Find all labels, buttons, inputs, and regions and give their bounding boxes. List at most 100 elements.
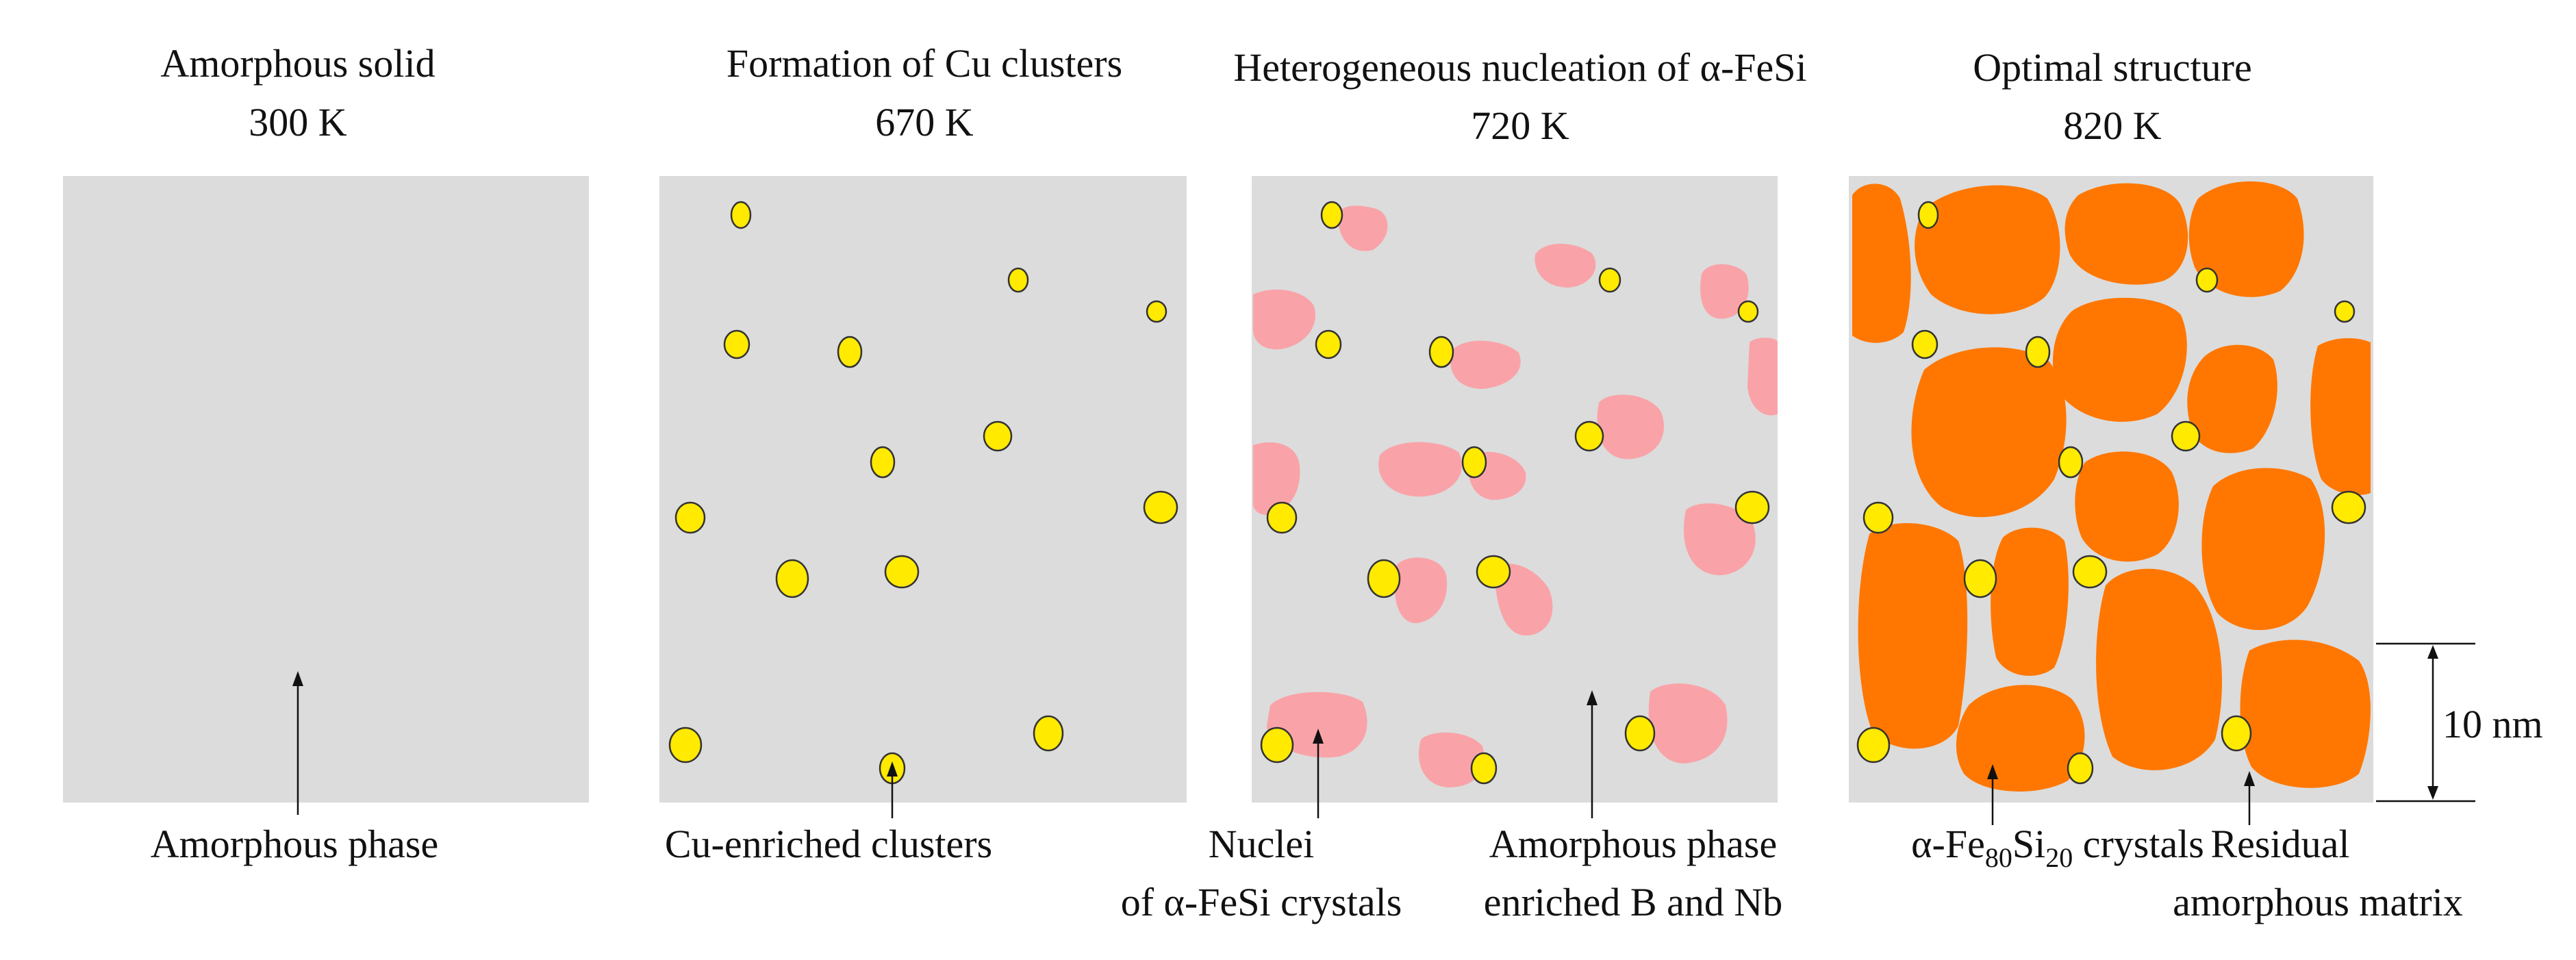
pointer-arrows [292,671,2255,825]
cu-cluster [723,329,750,359]
cu-cluster [1963,559,1997,598]
label-residual-line1: Residual [2211,822,2350,866]
cu-cluster [1624,715,1656,752]
cu-cluster [2067,752,2094,785]
cu-cluster [1367,559,1401,598]
alpha-fesi-crystal [1858,522,1968,749]
stage-2-temperature: 670 K [875,100,974,144]
label-crystals-sub1: 80 [1985,842,2012,873]
cu-cluster [1911,329,1939,359]
label-crystals-prefix: α-Fe [1911,822,1985,866]
cu-cluster [674,501,706,534]
cu-cluster [1033,715,1064,752]
panel-amorphous [63,176,589,803]
cu-cluster [870,446,896,479]
alpha-fesi-crystal [1911,347,2067,518]
panel-optimal-structure-group [1849,176,2373,803]
label-crystals-sub2: 20 [2045,842,2073,873]
stage-3-header: Heterogeneous nucleation of α-FeSi 720 K [1233,45,1806,148]
cu-cluster [1574,420,1604,452]
alpha-fesi-nucleus [1494,564,1553,636]
cu-cluster [2334,300,2356,323]
stage-2-title: Formation of Cu clusters [727,41,1122,86]
cu-cluster [1260,727,1294,763]
alpha-fesi-crystal [1852,184,1911,343]
alpha-fesi-nucleus [1253,289,1316,350]
alpha-fesi-crystal [2240,640,2371,788]
panel-nucleation-group [1252,176,1778,803]
cu-cluster [1461,446,1487,479]
label-alpha-fesi-crystals: α-Fe80Si20 crystals [1911,822,2204,873]
cu-cluster [1007,267,1029,293]
scale-bar-down-arrowhead [2427,786,2438,800]
cu-cluster [730,201,752,229]
alpha-fesi-nucleus [1337,205,1388,251]
arrow-amorphous-enriched-head [1587,690,1598,705]
label-crystals-mid: Si [2012,822,2045,866]
cu-cluster [1266,501,1298,534]
alpha-fesi-crystal [1956,685,2085,792]
alpha-fesi-crystal [2052,297,2187,422]
scale-bar: 10 nm [2376,642,2543,803]
cu-cluster [1315,329,1342,359]
cu-cluster [1320,201,1343,229]
arrow-cu-clusters-head [887,761,898,776]
cu-cluster [837,336,863,368]
cu-cluster [2221,715,2252,752]
cu-cluster [2058,446,2084,479]
alpha-fesi-nucleus [1747,338,1778,416]
label-residual-line2: amorphous matrix [2173,880,2463,924]
alpha-fesi-crystal [2310,338,2371,496]
label-amorphous-enriched-line2: enriched B and Nb [1484,880,1782,924]
cu-cluster [1470,752,1498,785]
arrow-residual-matrix-head [2244,771,2255,786]
alpha-fesi-crystal [2188,181,2304,297]
cu-cluster [884,555,920,589]
stage-3-temperature: 720 K [1471,103,1569,148]
panel-cu-clusters [659,176,1187,803]
alpha-fesi-nucleus [1378,442,1462,497]
cu-cluster [1146,300,1167,323]
stage-4-header: Optimal structure 820 K [1973,45,2252,148]
label-crystals-suffix: crystals [2073,822,2204,866]
alpha-fesi-crystal [2187,344,2277,453]
cu-cluster [1428,336,1454,368]
cu-cluster [2331,490,2366,525]
cu-cluster [1734,490,1770,525]
cu-cluster [2195,267,2219,293]
cu-cluster [2072,555,2108,589]
cu-cluster [1737,300,1759,323]
alpha-fesi-crystal [2064,183,2188,285]
alpha-fesi-nucleus [1597,394,1665,459]
alpha-fesi-nucleus [1700,264,1749,319]
label-nuclei-line1: Nuclei [1209,822,1315,866]
cu-cluster [1917,201,1939,229]
cu-cluster [1143,490,1178,525]
alpha-fesi-crystal [1991,527,2069,676]
scale-bar-label: 10 nm [2442,702,2543,746]
cu-cluster [983,420,1013,452]
cu-cluster [1856,727,1891,763]
stage-1-title: Amorphous solid [160,41,435,86]
cu-cluster [1476,555,1511,589]
alpha-fesi-crystal [2096,568,2222,770]
alpha-fesi-nucleus [1418,732,1485,787]
cu-cluster [668,727,703,763]
panel-cu-clusters-group [659,176,1187,803]
alpha-fesi-nucleus [1253,442,1300,515]
alpha-fesi-nucleus [1683,503,1756,576]
arrow-amorphous-phase-head [292,671,303,686]
cu-cluster [2025,336,2051,368]
alpha-fesi-crystal [2075,451,2179,562]
arrow-crystals-head [1987,764,1998,779]
stage-2-header: Formation of Cu clusters 670 K [727,41,1122,144]
cu-cluster [775,559,809,598]
alpha-fesi-crystal [1915,185,2060,314]
alpha-fesi-crystal [2201,468,2325,631]
alpha-fesi-nucleus [1394,557,1448,624]
stage-3-title: Heterogeneous nucleation of α-FeSi [1233,45,1806,90]
alpha-fesi-nucleus [1648,683,1728,763]
alpha-fesi-nucleus [1535,244,1596,288]
cu-cluster [2171,420,2201,452]
